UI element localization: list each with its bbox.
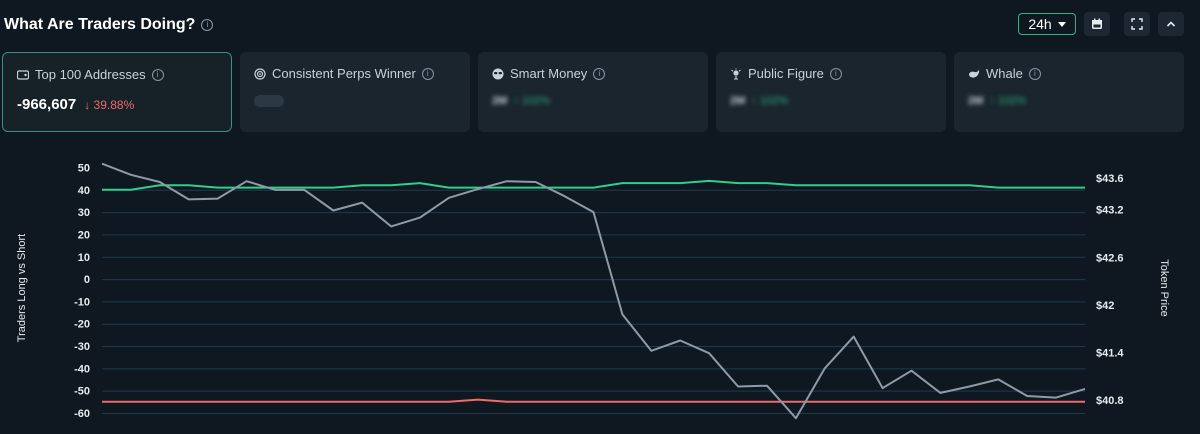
- timeframe-label: 24h: [1028, 16, 1052, 32]
- card-change: ↑ 102%: [513, 95, 550, 107]
- card-value: 2M: [968, 95, 984, 107]
- collapse-button[interactable]: [1158, 12, 1184, 36]
- card-label: Smart Money: [510, 66, 588, 81]
- card-change: ↓ 39.88%: [84, 97, 135, 112]
- y2-tick-label: $43.2: [1096, 205, 1124, 217]
- y-tick-label: 50: [78, 162, 90, 174]
- card-smart-money[interactable]: Smart Money i 2M ↑ 102%: [478, 52, 708, 132]
- loading-placeholder: [254, 95, 284, 107]
- spotlight-icon: [730, 68, 742, 80]
- card-top-100-addresses[interactable]: Top 100 Addresses i -966,607 ↓ 39.88%: [2, 52, 232, 132]
- info-icon[interactable]: i: [593, 67, 606, 80]
- fullscreen-button[interactable]: [1124, 12, 1150, 36]
- y2-tick-label: $42.6: [1096, 252, 1124, 264]
- card-change: ↑ 102%: [751, 95, 788, 107]
- card-consistent-perps-winner[interactable]: Consistent Perps Winner i: [240, 52, 470, 132]
- card-public-figure[interactable]: Public Figure i 2M ↑ 102%: [716, 52, 946, 132]
- y-tick-label: 40: [78, 185, 90, 197]
- target-icon: [254, 67, 266, 80]
- info-icon[interactable]: i: [1028, 67, 1041, 80]
- calendar-button[interactable]: [1084, 12, 1110, 36]
- info-icon[interactable]: i: [421, 67, 434, 80]
- y2-tick-label: $43.6: [1096, 173, 1124, 185]
- header: What Are Traders Doing? i: [4, 12, 214, 38]
- card-value: 2M: [730, 95, 746, 107]
- y-tick-label: -50: [74, 386, 90, 398]
- y-tick-label: -60: [74, 408, 90, 420]
- sunglasses-icon: [492, 68, 504, 80]
- trader-category-cards: Top 100 Addresses i -966,607 ↓ 39.88% Co…: [2, 52, 1184, 132]
- blurred-value: 2M ↑ 102%: [968, 95, 1170, 107]
- y-tick-label: 20: [78, 229, 90, 241]
- card-value: 2M: [492, 95, 508, 107]
- timeframe-select[interactable]: 24h: [1018, 13, 1076, 35]
- expand-icon: [1131, 18, 1143, 30]
- info-icon[interactable]: i: [829, 67, 842, 80]
- chevron-down-icon: [1057, 21, 1066, 27]
- wallet-icon: [17, 69, 29, 81]
- card-value: -966,607: [17, 96, 77, 113]
- y-tick-label: -40: [74, 363, 90, 375]
- short-series-line: [102, 398, 1085, 403]
- page-title: What Are Traders Doing?: [4, 16, 196, 33]
- card-label: Consistent Perps Winner: [272, 66, 416, 81]
- y-tick-label: 30: [78, 207, 90, 219]
- blurred-value: 2M ↑ 102%: [492, 95, 694, 107]
- chevron-up-icon: [1166, 21, 1176, 27]
- price-series-line: [101, 162, 1086, 420]
- y-tick-label: -30: [74, 341, 90, 353]
- y2-tick-label: $40.8: [1096, 395, 1124, 407]
- info-icon[interactable]: i: [151, 68, 164, 81]
- y-tick-label: 0: [84, 274, 90, 286]
- card-change: ↑ 102%: [989, 95, 1026, 107]
- info-icon[interactable]: i: [201, 19, 214, 31]
- y2-tick-label: $42: [1096, 300, 1114, 312]
- card-whale[interactable]: Whale i 2M ↑ 102%: [954, 52, 1184, 132]
- card-label: Top 100 Addresses: [35, 67, 146, 82]
- traders-long-short-chart: 50 40 30 20 10 0 -10 -20 -30 -40 -50 -60 $43.6 $43.2 $…: [74, 162, 1124, 420]
- calendar-icon: [1092, 18, 1102, 29]
- card-label: Public Figure: [748, 66, 824, 81]
- header-controls: 24h: [1018, 12, 1184, 36]
- y-axis-right-title: Token Price: [1158, 259, 1170, 317]
- y-axis-left-title: Traders Long vs Short: [16, 233, 28, 343]
- card-label: Whale: [986, 66, 1023, 81]
- y-tick-label: -10: [74, 296, 90, 308]
- y2-tick-label: $41.4: [1096, 347, 1124, 359]
- y-tick-label: -20: [74, 319, 90, 331]
- blurred-value: 2M ↑ 102%: [730, 95, 932, 107]
- whale-icon: [968, 68, 980, 80]
- y-tick-label: 10: [78, 252, 90, 264]
